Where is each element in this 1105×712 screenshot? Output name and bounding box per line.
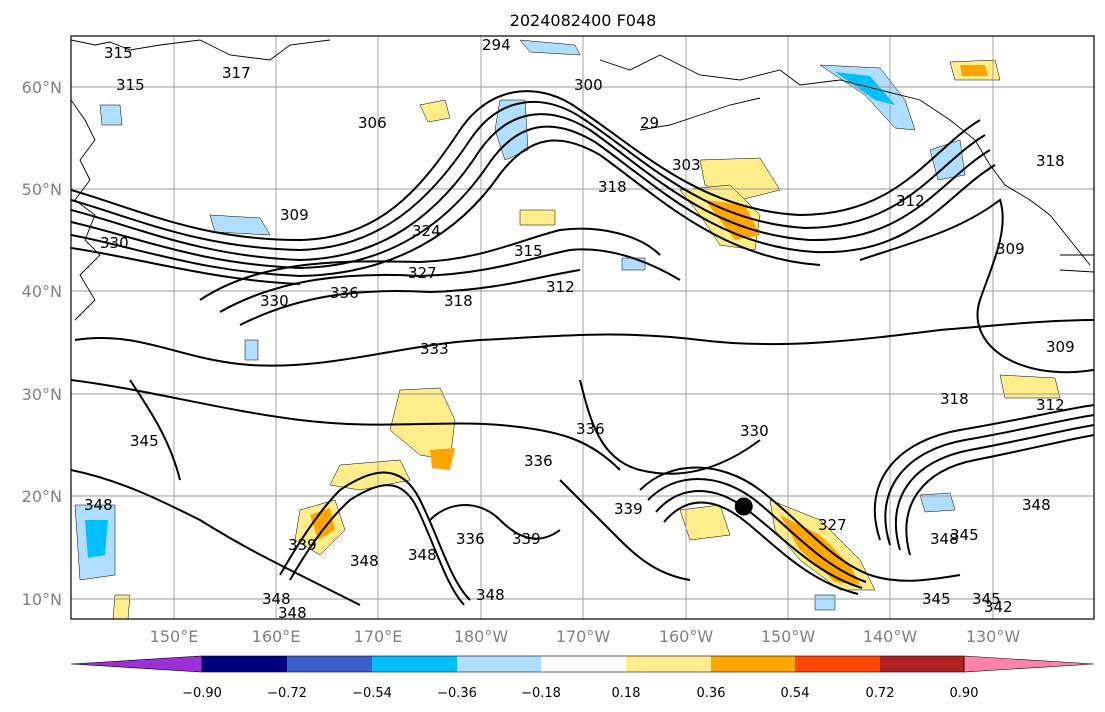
map-area: 315 315 317 294 300 306 29 303 318 312 3… (71, 36, 1094, 622)
contour-lines (71, 90, 1094, 606)
contour-label: 348 (350, 552, 379, 570)
contour-label: 309 (280, 206, 309, 224)
lat-label: 40°N (22, 282, 62, 301)
lon-label: 180°W (454, 627, 509, 646)
contour-label: 342 (984, 598, 1013, 616)
contour-label: 318 (598, 178, 627, 196)
longitude-labels: 150°E 160°E 170°E 180°W 170°W 160°W 150°… (150, 627, 1021, 646)
contour-label: 315 (116, 76, 145, 94)
colorbar-swatch (541, 656, 626, 672)
contour-label: 348 (262, 590, 291, 608)
contour-label: 336 (330, 284, 359, 302)
contour-label: 345 (950, 526, 979, 544)
contour-labels: 315 315 317 294 300 306 29 303 318 312 3… (84, 36, 1075, 622)
contour-label: 336 (456, 530, 485, 548)
contour-label: 339 (288, 536, 317, 554)
contour-label: 345 (922, 590, 951, 608)
colorbar-tick-label: −0.18 (521, 686, 561, 701)
colorbar-tick-label: −0.72 (267, 686, 307, 701)
contour-label: 312 (896, 192, 925, 210)
lat-label: 30°N (22, 385, 62, 404)
colorbar-tick-label: 0.90 (950, 686, 979, 701)
contour-label: 324 (412, 222, 441, 240)
colorbar-tick-label: 0.36 (697, 686, 726, 701)
colorbar-tick-label: −0.90 (182, 686, 222, 701)
colorbar-tick-label: −0.36 (437, 686, 477, 701)
lon-label: 140°W (863, 627, 918, 646)
contour-label: 29 (640, 114, 659, 132)
lat-label: 50°N (22, 180, 62, 199)
contour-label: 318 (940, 390, 969, 408)
colorbar-swatch (880, 656, 964, 672)
contour-label: 312 (1036, 396, 1065, 414)
contour-label: 348 (84, 496, 113, 514)
contour-label: 327 (818, 516, 847, 534)
coastlines (71, 39, 1094, 321)
contour-label: 315 (104, 44, 133, 62)
storm-center-marker (734, 497, 753, 516)
contour-label: 309 (996, 240, 1025, 258)
colorbar-swatch (626, 656, 711, 672)
latitude-labels: 10°N 20°N 30°N 40°N 50°N 60°N (22, 78, 62, 609)
colorbar-swatch (795, 656, 880, 672)
colorbar-swatch (287, 656, 372, 672)
contour-label: 318 (444, 292, 473, 310)
lon-label: 170°E (354, 627, 403, 646)
lon-label: 130°W (966, 627, 1021, 646)
colorbar-swatch (202, 656, 287, 672)
colorbar-tick-label: −0.54 (352, 686, 392, 701)
colorbar-swatch (711, 656, 795, 672)
lon-label: 150°W (761, 627, 816, 646)
colorbar: −0.90 −0.72 −0.54 −0.36 −0.18 0.18 0.36 … (70, 655, 1095, 701)
contour-label: 294 (482, 36, 511, 54)
map-frame (70, 35, 1095, 620)
contour-label: 336 (524, 452, 553, 470)
contour-label: 315 (514, 242, 543, 260)
contour-label: 309 (1046, 338, 1075, 356)
contour-label: 348 (930, 530, 959, 548)
lon-label: 160°W (659, 627, 714, 646)
map-title: 2024082400 F048 (510, 11, 657, 30)
contour-label: 330 (100, 234, 129, 252)
colorbar-tick-label: 0.54 (781, 686, 810, 701)
contour-label: 345 (130, 432, 159, 450)
shaded-field (74, 39, 1061, 619)
colorbar-extend-low (70, 655, 203, 673)
contour-label: 345 (972, 590, 1001, 608)
lon-label: 170°W (556, 627, 611, 646)
lat-label: 10°N (22, 590, 62, 609)
contour-label: 348 (278, 604, 307, 622)
contour-label: 318 (1036, 152, 1065, 170)
colorbar-swatch (372, 656, 457, 672)
contour-label: 348 (1022, 496, 1051, 514)
contour-label: 327 (408, 264, 437, 282)
contour-label: 348 (408, 546, 437, 564)
colorbar-tick-label: 0.18 (612, 686, 641, 701)
colorbar-tick-label: 0.72 (866, 686, 895, 701)
contour-label: 339 (614, 500, 643, 518)
graticule (71, 36, 1094, 619)
contour-label: 330 (740, 422, 769, 440)
colorbar-extend-high (963, 655, 1095, 673)
contour-label: 336 (576, 420, 605, 438)
contour-label: 303 (672, 156, 701, 174)
contour-label: 339 (512, 530, 541, 548)
lat-label: 60°N (22, 78, 62, 97)
contour-label: 300 (574, 76, 603, 94)
colorbar-swatch (457, 656, 541, 672)
contour-label: 348 (476, 586, 505, 604)
lon-label: 150°E (150, 627, 199, 646)
contour-label: 330 (260, 292, 289, 310)
contour-label: 317 (222, 64, 251, 82)
contour-label: 306 (358, 114, 387, 132)
contour-label: 312 (546, 278, 575, 296)
lon-label: 160°E (252, 627, 301, 646)
contour-label: 333 (420, 340, 449, 358)
lat-label: 20°N (22, 487, 62, 506)
